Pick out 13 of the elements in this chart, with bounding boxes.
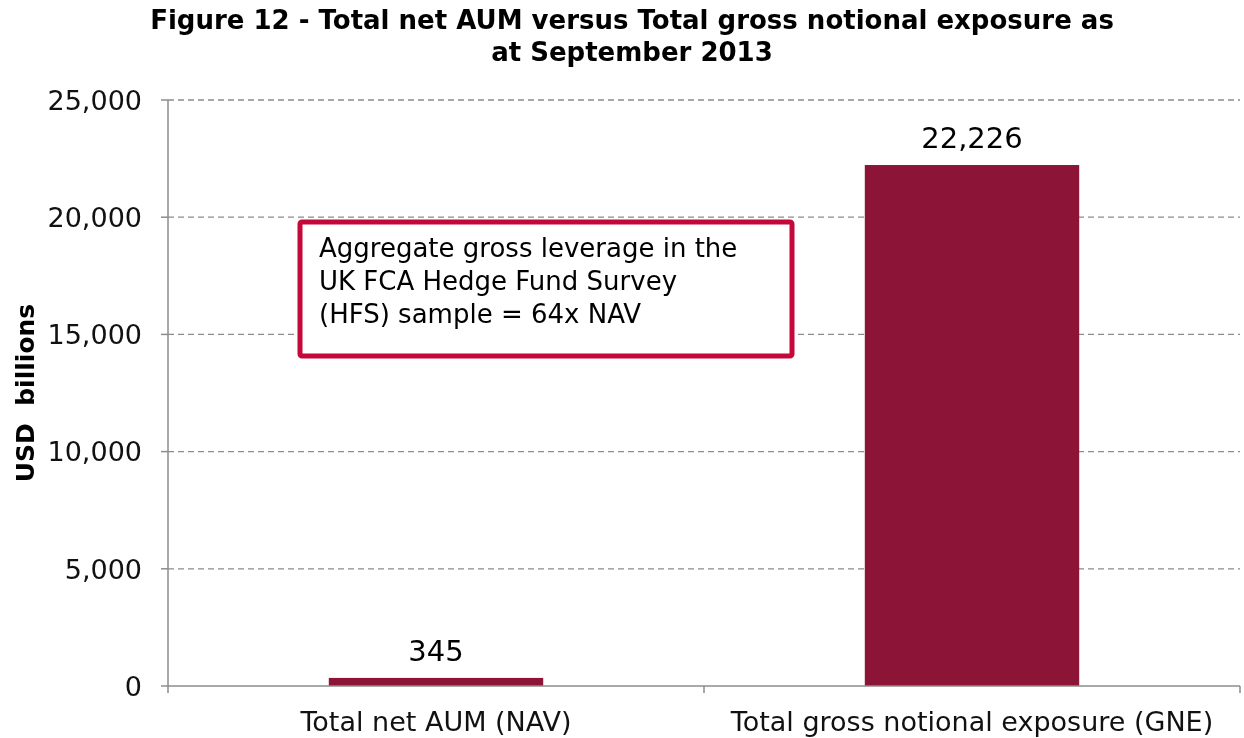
y-tick-label: 15,000 — [47, 319, 142, 351]
x-tick-label: Total gross notional exposure (GNE) — [729, 706, 1214, 737]
data-label: 345 — [408, 633, 464, 668]
y-axis-title: USD billions — [11, 303, 40, 483]
chart-title: Figure 12 - Total net AUM versus Total gross notional exposure as at September 2013 — [150, 5, 1114, 67]
y-tick-label: 10,000 — [47, 436, 142, 468]
annotation: Aggregate gross leverage in the UK FCA Hedge Fund Survey (HFS) sample = 64x NAV — [319, 233, 738, 329]
y-tick-label: 25,000 — [47, 84, 142, 116]
y-tick-label: 5,000 — [64, 553, 142, 585]
y-tick-label: 0 — [124, 670, 142, 702]
x-tick-label: Total net AUM (NAV) — [299, 706, 572, 737]
y-tick-label: 20,000 — [47, 201, 142, 233]
data-label: 22,226 — [921, 121, 1023, 156]
